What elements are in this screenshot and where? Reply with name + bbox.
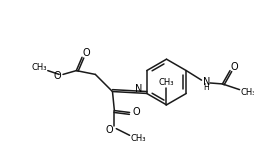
Text: CH₃: CH₃ (31, 63, 47, 72)
Text: N: N (135, 84, 143, 94)
Text: H: H (203, 83, 209, 92)
Text: CH₃: CH₃ (159, 79, 174, 87)
Text: N: N (203, 77, 210, 87)
Text: O: O (54, 71, 61, 81)
Text: O: O (82, 48, 90, 58)
Text: O: O (106, 125, 114, 135)
Text: CH₃: CH₃ (240, 88, 254, 97)
Text: O: O (231, 62, 239, 72)
Text: CH₃: CH₃ (130, 134, 146, 143)
Text: O: O (132, 107, 140, 116)
